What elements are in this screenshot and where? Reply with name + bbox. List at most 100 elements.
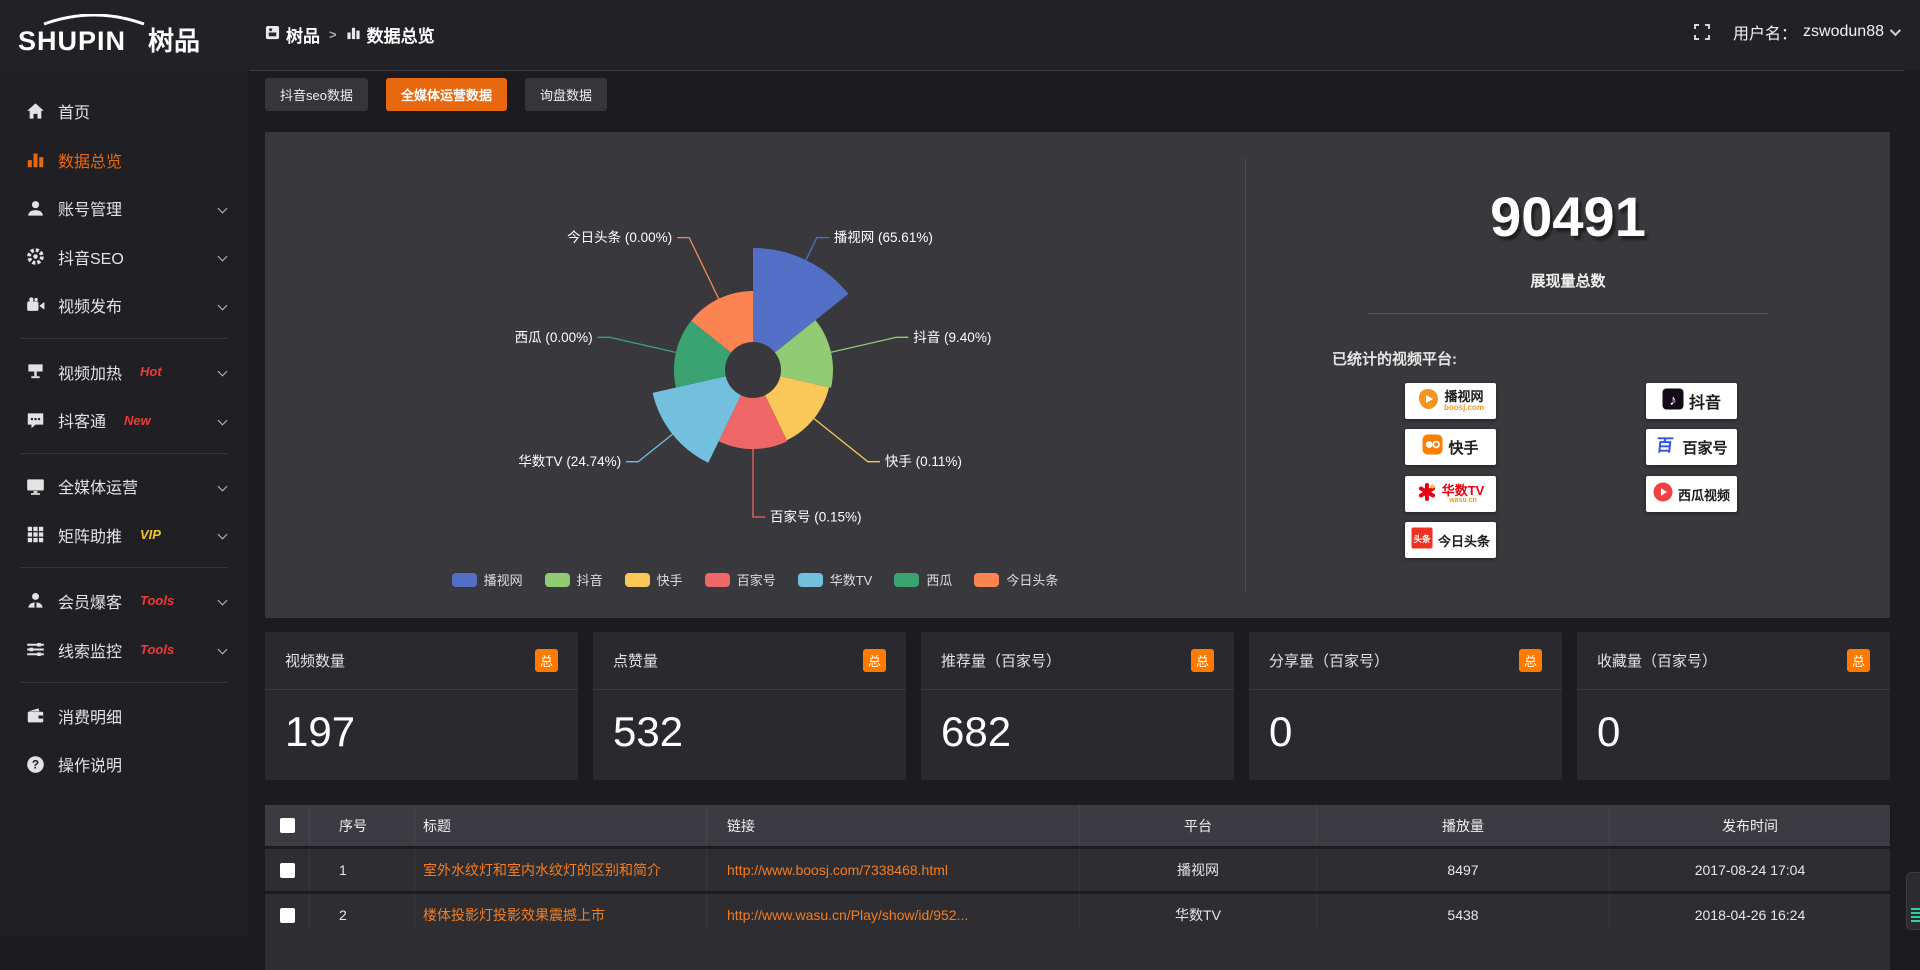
- chevron-down-icon: [1890, 25, 1901, 36]
- summary-divider: [1368, 313, 1768, 314]
- baijiahao-icon: 百: [1655, 434, 1677, 461]
- select-all-checkbox[interactable]: [280, 818, 295, 833]
- member-icon: [26, 591, 45, 610]
- stat-card-header: 收藏量（百家号）总: [1577, 632, 1890, 690]
- video-icon: [26, 296, 45, 315]
- chevron-down-icon: [218, 415, 228, 425]
- legend-label: 百家号: [737, 570, 776, 589]
- pie-sector-华数TV[interactable]: [653, 376, 741, 463]
- row-checkbox[interactable]: [280, 908, 295, 923]
- legend-item-抖音[interactable]: 抖音: [545, 570, 603, 589]
- platform-badge-wasu: 华数TV wasu.cn: [1405, 476, 1496, 512]
- legend-item-华数TV[interactable]: 华数TV: [798, 570, 873, 589]
- stat-card-推荐量（百家号）: 推荐量（百家号） 总 682: [921, 632, 1234, 780]
- scroll-widget[interactable]: [1906, 872, 1920, 930]
- legend-label: 今日头条: [1006, 570, 1058, 589]
- logo-main-text: SHUPIN: [18, 26, 126, 56]
- video-title-link[interactable]: 楼体投影灯投影效果震撼上市: [423, 905, 605, 925]
- legend-item-播视网[interactable]: 播视网: [452, 570, 523, 589]
- sidebar-item-抖音SEO[interactable]: 抖音SEO: [0, 237, 248, 277]
- comment-icon: [26, 411, 45, 430]
- stat-value: 0: [1269, 708, 1292, 756]
- platform-badge-baijiahao: 百 百家号: [1646, 429, 1737, 465]
- tab-询盘数据[interactable]: 询盘数据: [525, 78, 607, 111]
- chevron-down-icon: [218, 530, 228, 540]
- stat-card-header: 推荐量（百家号） 总: [921, 632, 1234, 690]
- sidebar-item-label: 线索监控: [58, 638, 122, 662]
- tab-全媒体运营数据[interactable]: 全媒体运营数据: [386, 78, 507, 111]
- sidebar-item-首页[interactable]: 首页: [0, 91, 248, 131]
- table-row: 1 室外水纹灯和室内水纹灯的区别和简介 http://www.boosj.com/7…: [265, 849, 1890, 891]
- legend-label: 华数TV: [830, 570, 873, 589]
- svg-text:百: 百: [1656, 436, 1675, 455]
- sidebar-item-数据总览[interactable]: 数据总览: [0, 140, 248, 180]
- monitor-icon: [26, 477, 45, 496]
- overview-chart-card: 播视网 (65.61%)抖音 (9.40%)快手 (0.11%)百家号 (0.1…: [265, 132, 1890, 618]
- screen-icon: [26, 362, 45, 381]
- legend-swatch: [705, 573, 730, 587]
- total-badge: 总: [535, 649, 558, 672]
- legend-item-百家号[interactable]: 百家号: [705, 570, 776, 589]
- sidebar-divider: [20, 682, 228, 683]
- sidebar-item-label: 抖客通: [58, 408, 106, 432]
- platform-badge-kuaishou: 快手: [1405, 429, 1496, 465]
- table-header-标题: 标题: [415, 805, 707, 846]
- user-area: 用户名： zswodun88: [1693, 20, 1898, 44]
- cell-index: 1: [310, 849, 415, 891]
- table-header-序号: 序号: [310, 805, 415, 846]
- platform-name: 快手: [1448, 437, 1478, 458]
- breadcrumb-item-current[interactable]: 数据总览: [346, 22, 435, 47]
- legend-label: 西瓜: [926, 570, 952, 589]
- chevron-down-icon: [218, 596, 228, 606]
- sidebar-item-label: 抖音SEO: [58, 245, 124, 269]
- stat-value: 682: [941, 708, 1011, 756]
- sidebar-item-账号管理[interactable]: 账号管理: [0, 188, 248, 228]
- row-checkbox[interactable]: [280, 863, 295, 878]
- pie-label-line: [753, 449, 765, 517]
- legend-item-今日头条[interactable]: 今日头条: [974, 570, 1058, 589]
- top-header: SHUPIN 树品 树品 > 数据总览 用户名： zswodun88: [0, 0, 1920, 70]
- platform-badge-toutiao: 头条 今日头条: [1405, 522, 1496, 558]
- header-divider: [249, 70, 1904, 71]
- legend-swatch: [545, 573, 570, 587]
- sidebar-item-badge: Tools: [140, 593, 174, 608]
- legend-item-西瓜[interactable]: 西瓜: [894, 570, 952, 589]
- legend-label: 播视网: [484, 570, 523, 589]
- sidebar-item-消费明细[interactable]: 消费明细: [0, 696, 248, 736]
- legend-swatch: [452, 573, 477, 587]
- stat-card-header: 点赞量总: [593, 632, 906, 690]
- sliders-icon: [26, 640, 45, 659]
- legend-swatch: [974, 573, 999, 587]
- home-icon: [26, 102, 45, 121]
- stat-value: 0: [1597, 708, 1620, 756]
- breadcrumb-item-home[interactable]: 树品: [265, 22, 320, 47]
- video-url-link[interactable]: http://www.boosj.com/7338468.html: [727, 862, 948, 878]
- sidebar-item-label: 首页: [58, 99, 90, 123]
- sidebar-item-全媒体运营[interactable]: 全媒体运营: [0, 466, 248, 506]
- bar-chart-icon: [346, 25, 361, 45]
- tab-抖音seo数据[interactable]: 抖音seo数据: [265, 78, 368, 111]
- table-header-平台: 平台: [1080, 805, 1317, 846]
- tab-bar: 抖音seo数据全媒体运营数据询盘数据: [265, 78, 607, 111]
- chevron-down-icon: [218, 203, 228, 213]
- stat-label: 推荐量（百家号）: [941, 650, 1061, 671]
- stat-card-收藏量（百家号）: 收藏量（百家号）总 0: [1577, 632, 1890, 780]
- fullscreen-icon[interactable]: [1693, 23, 1711, 41]
- video-url-link[interactable]: http://www.wasu.cn/Play/show/id/952...: [727, 907, 968, 923]
- app-logo[interactable]: SHUPIN 树品: [16, 14, 236, 58]
- total-badge: 总: [1191, 649, 1214, 672]
- sidebar-item-操作说明[interactable]: ?操作说明: [0, 744, 248, 784]
- legend-item-快手[interactable]: 快手: [625, 570, 683, 589]
- video-title-link[interactable]: 室外水纹灯和室内水纹灯的区别和简介: [423, 860, 661, 880]
- app-icon: [265, 25, 280, 45]
- user-menu[interactable]: 用户名： zswodun88: [1733, 20, 1898, 44]
- stat-card-header: 视频数量总: [265, 632, 578, 690]
- sidebar-item-视频发布[interactable]: 视频发布: [0, 285, 248, 325]
